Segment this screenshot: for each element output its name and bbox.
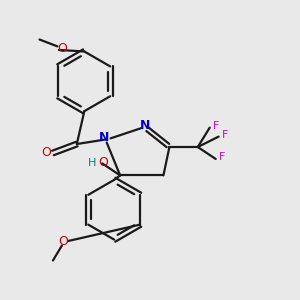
Text: F: F — [213, 121, 219, 131]
Text: O: O — [98, 156, 108, 169]
Text: O: O — [57, 42, 67, 55]
Text: O: O — [58, 235, 68, 248]
Text: N: N — [140, 119, 151, 132]
Text: F: F — [222, 130, 228, 140]
Text: O: O — [41, 146, 51, 159]
Text: H: H — [88, 158, 96, 167]
Text: N: N — [98, 131, 109, 144]
Text: F: F — [219, 152, 225, 163]
